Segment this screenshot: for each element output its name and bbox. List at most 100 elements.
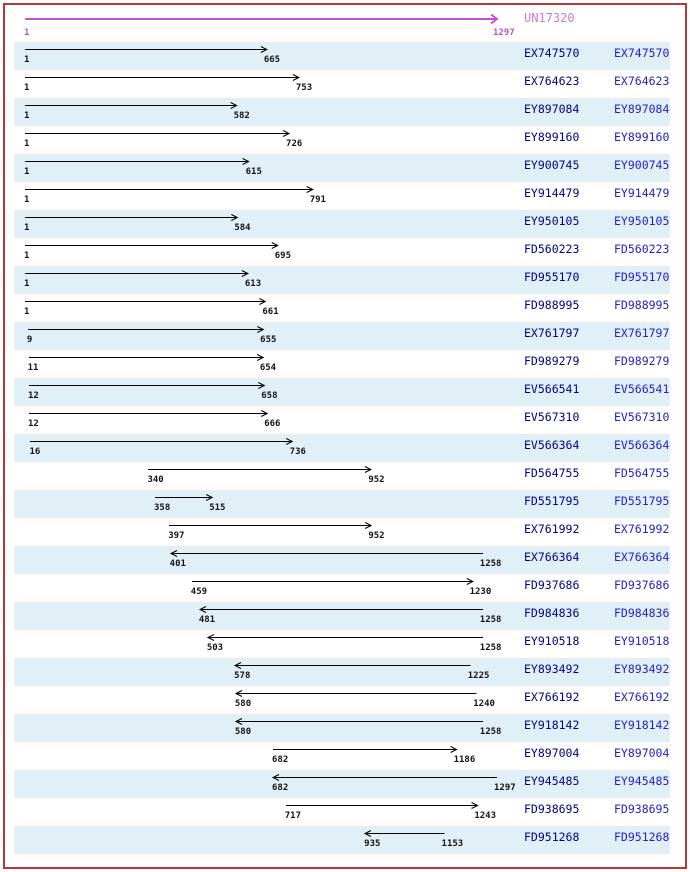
arrow-head-icon	[271, 242, 279, 249]
accession-link[interactable]: EX761797	[524, 326, 580, 340]
accession-link[interactable]: FD560223	[524, 242, 580, 256]
accession-link-duplicate[interactable]: EY900745	[614, 158, 670, 172]
alignment-arrow-icon	[155, 494, 214, 501]
accession-link[interactable]: EY893492	[524, 662, 580, 676]
alignment-row: 459 1230 FD937686 FD937686	[14, 574, 670, 602]
arrow-head-icon	[365, 466, 373, 473]
alignment-start-label: 9	[26, 335, 33, 345]
alignment-arrow-icon	[29, 382, 266, 389]
accession-link[interactable]: EV567310	[524, 410, 580, 424]
accession-link-duplicate[interactable]: EY950105	[614, 214, 670, 228]
accession-link-duplicate[interactable]: FD937686	[614, 578, 670, 592]
reference-end-label: 1297	[493, 28, 515, 38]
accession-link[interactable]: EX766364	[524, 550, 580, 564]
alignment-end-label: 791	[309, 195, 326, 205]
accession-link[interactable]: FD951268	[524, 830, 580, 844]
accession-link-duplicate[interactable]: EV567310	[614, 410, 670, 424]
accession-link[interactable]: FD551795	[524, 494, 580, 508]
reference-start-label: 1	[24, 28, 30, 38]
accession-link-duplicate[interactable]: EY899160	[614, 130, 670, 144]
accession-link-duplicate[interactable]: EX747570	[614, 46, 670, 60]
accession-link[interactable]: FD984836	[524, 606, 580, 620]
arrow-head-icon	[282, 130, 291, 137]
accession-link[interactable]: FD937686	[524, 578, 580, 592]
accession-link[interactable]: EY910518	[524, 634, 580, 648]
arrow-head-icon	[234, 690, 243, 697]
arrow-head-icon	[471, 802, 479, 809]
accession-link-duplicate[interactable]: EY893492	[614, 662, 670, 676]
alignment-arrow-icon	[234, 662, 471, 669]
accession-link-duplicate[interactable]: FD551795	[614, 494, 670, 508]
alignment-row: 1 584 EY950105 EY950105	[14, 210, 670, 238]
accession-link-duplicate[interactable]: EX761797	[614, 326, 670, 340]
accession-link[interactable]: FD564755	[524, 466, 580, 480]
alignment-arrow-icon	[25, 214, 239, 221]
accession-link[interactable]: EV566364	[524, 438, 580, 452]
alignment-end-label: 654	[259, 363, 277, 373]
accession-link-duplicate[interactable]: EV566541	[614, 382, 670, 396]
alignment-row: 1 661 FD988995 FD988995	[14, 294, 670, 322]
arrow-head-icon	[259, 298, 267, 305]
accession-link[interactable]: EV566541	[524, 382, 580, 396]
accession-link-duplicate[interactable]: FD988995	[614, 298, 670, 312]
accession-link-duplicate[interactable]: FD560223	[614, 242, 670, 256]
accession-link[interactable]: EX747570	[524, 46, 580, 60]
alignment-row: 12 658 EV566541 EV566541	[14, 378, 670, 406]
alignment-start-label: 580	[234, 727, 252, 737]
accession-link-duplicate[interactable]: EY914479	[614, 186, 670, 200]
reference-arrow-icon	[25, 13, 499, 25]
accession-link[interactable]: FD989279	[524, 354, 580, 368]
accession-link-duplicate[interactable]: EX764623	[614, 74, 670, 88]
arrow-head-icon	[365, 522, 373, 529]
accession-link-duplicate[interactable]: EY945485	[614, 774, 670, 788]
accession-link-duplicate[interactable]: EY897004	[614, 746, 670, 760]
accession-link-duplicate[interactable]: FD989279	[614, 354, 670, 368]
accession-link-duplicate[interactable]: EY910518	[614, 634, 670, 648]
accession-link-duplicate[interactable]: EX761992	[614, 522, 670, 536]
accession-link-duplicate[interactable]: EY897084	[614, 102, 670, 116]
accession-link-duplicate[interactable]: FD564755	[614, 466, 670, 480]
accession-link-duplicate[interactable]: FD955170	[614, 270, 670, 284]
accession-link[interactable]: EY897084	[524, 102, 580, 116]
accession-link[interactable]: FD938695	[524, 802, 580, 816]
alignment-end-label: 753	[295, 83, 313, 93]
accession-link[interactable]: EY945485	[524, 774, 580, 788]
accession-link-duplicate[interactable]: FD938695	[614, 802, 670, 816]
alignment-arrow-icon	[191, 578, 474, 585]
accession-link[interactable]: EY914479	[524, 186, 580, 200]
accession-link[interactable]: EX766192	[524, 690, 580, 704]
alignment-row: 358 515 FD551795 FD551795	[14, 490, 670, 518]
accession-link[interactable]: FD988995	[524, 298, 580, 312]
accession-link-duplicate[interactable]: EX766364	[614, 550, 670, 564]
alignment-arrow-icon	[28, 354, 264, 361]
accession-link[interactable]: EY899160	[524, 130, 580, 144]
accession-link-duplicate[interactable]: EV566364	[614, 438, 670, 452]
alignment-start-label: 1	[24, 251, 30, 261]
accession-link-duplicate[interactable]: FD984836	[614, 606, 670, 620]
alignment-start-label: 935	[364, 839, 381, 849]
accession-link-duplicate[interactable]: FD951268	[614, 830, 670, 844]
accession-link[interactable]: EX764623	[524, 74, 580, 88]
accession-link[interactable]: EY900745	[524, 158, 580, 172]
accession-link[interactable]: EY897004	[524, 746, 580, 760]
alignment-arrow-icon	[234, 718, 483, 725]
alignment-row: 935 1153 FD951268 FD951268	[14, 826, 670, 854]
arrow-head-icon	[271, 774, 280, 781]
alignment-arrow-icon	[30, 438, 294, 445]
accession-link-duplicate[interactable]: EX766192	[614, 690, 670, 704]
alignment-arrow-icon	[169, 550, 483, 557]
alignment-row: 340 952 FD564755 FD564755	[14, 462, 670, 490]
accession-link-duplicate[interactable]: EY918142	[614, 718, 670, 732]
accession-link[interactable]: EY950105	[524, 214, 580, 228]
alignment-end-label: 695	[274, 251, 292, 261]
alignment-row: 401 1258 EX766364 EX766364	[14, 546, 670, 574]
alignment-end-label: 658	[261, 391, 278, 401]
accession-link[interactable]: FD955170	[524, 270, 580, 284]
accession-link[interactable]: EX761992	[524, 522, 580, 536]
accession-link[interactable]: EY918142	[524, 718, 580, 732]
arrow-head-icon	[450, 746, 458, 753]
alignment-row: 1 665 EX747570 EX747570	[14, 42, 670, 70]
alignment-end-label: 726	[286, 139, 303, 149]
alignment-start-label: 1	[24, 139, 30, 149]
